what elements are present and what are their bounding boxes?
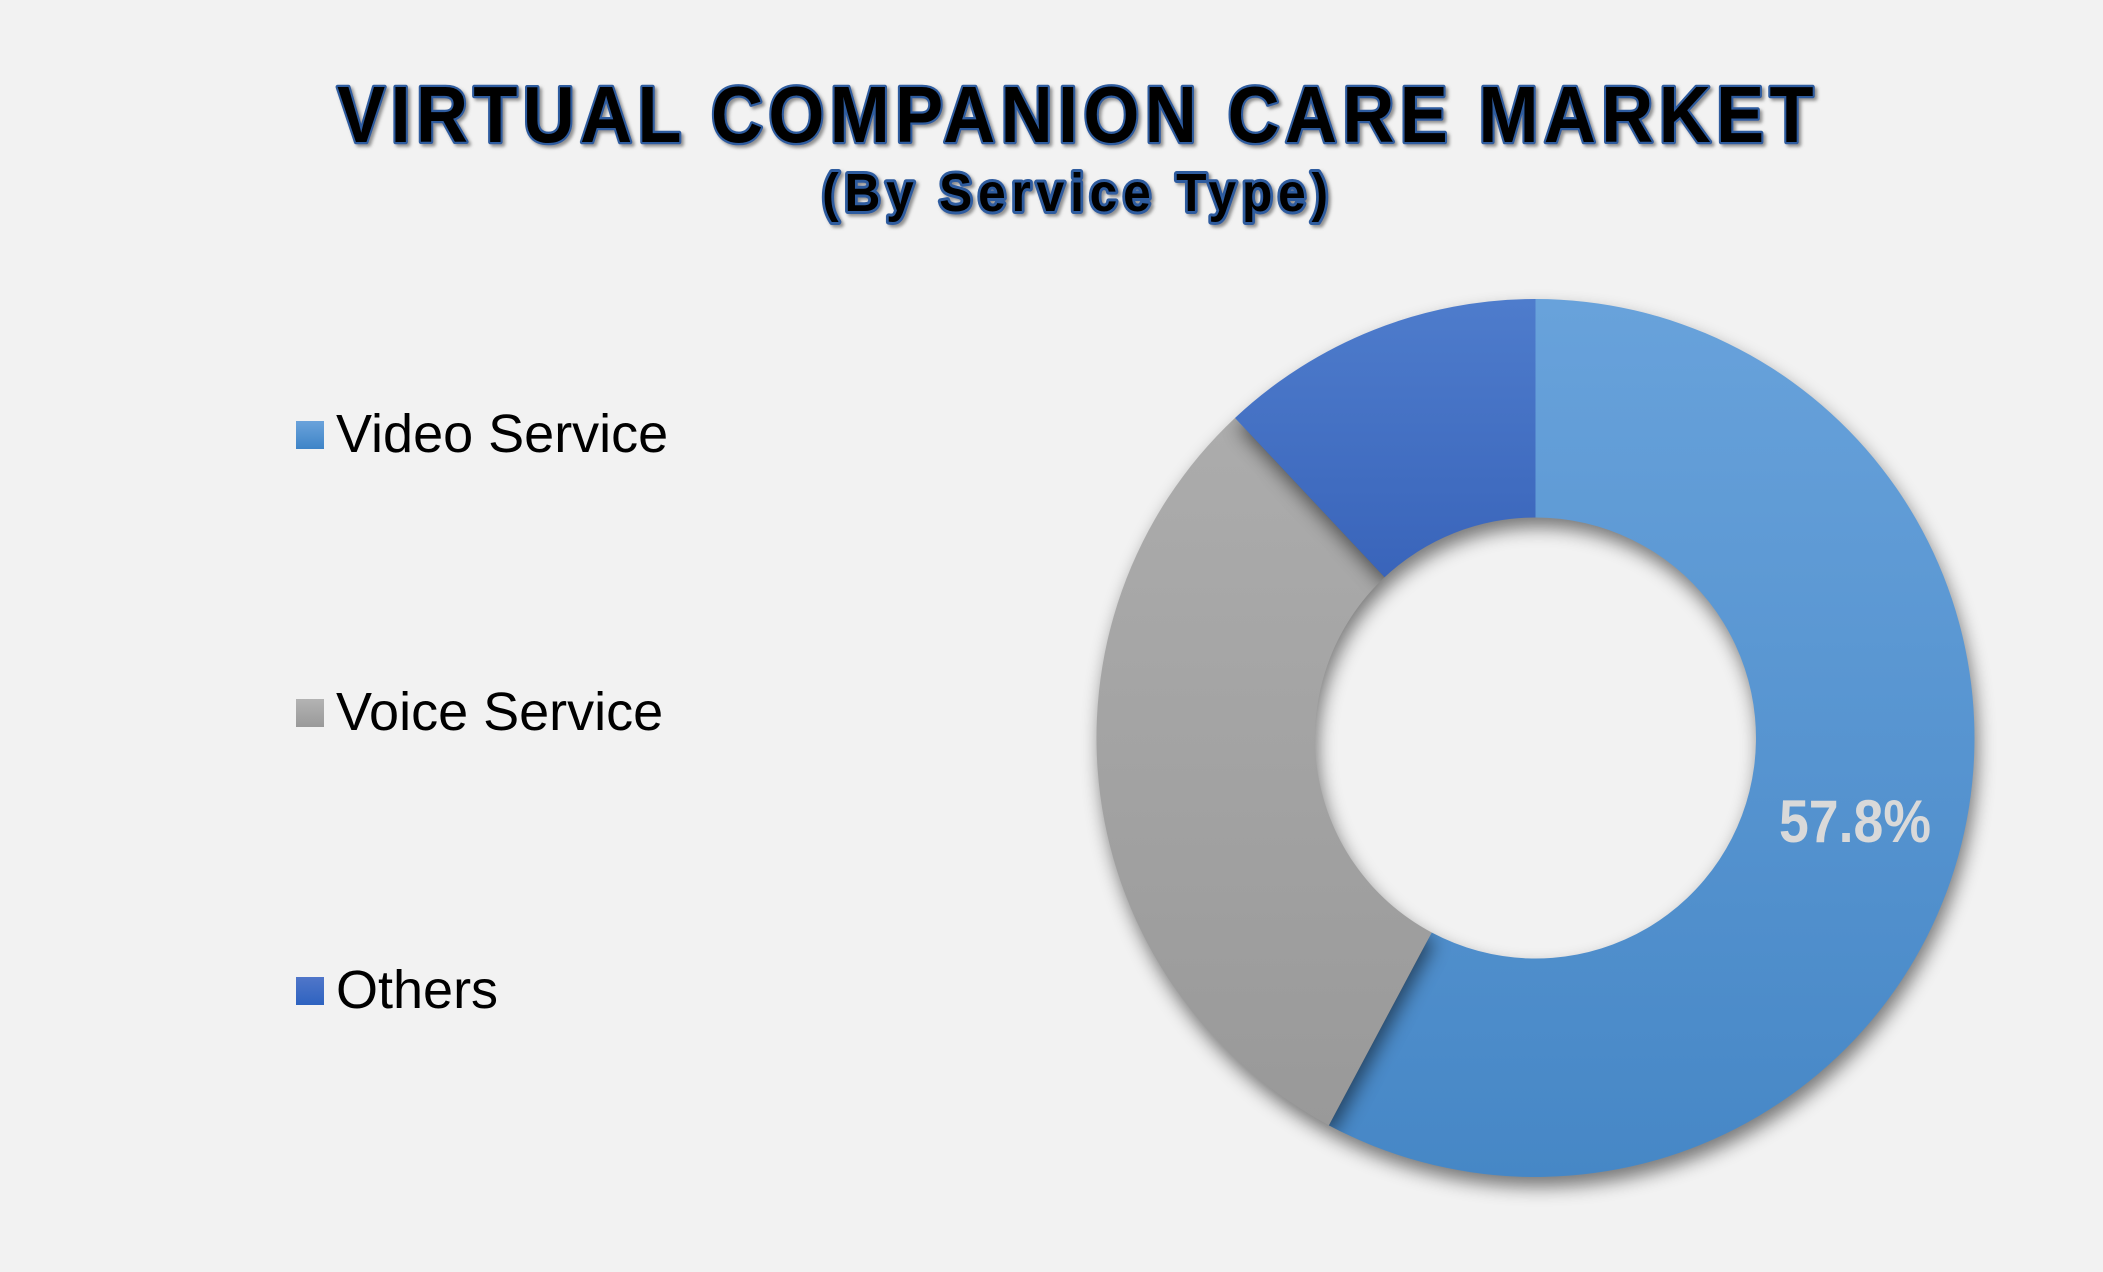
svg-text:VIRTUAL COMPANION CARE MARKET: VIRTUAL COMPANION CARE MARKET [337,71,1819,160]
svg-text:Voice Service: Voice Service [336,682,663,742]
svg-text:57.8%: 57.8% [1779,788,1931,855]
svg-text:Others: Others [336,960,498,1020]
svg-text:(By Service Type): (By Service Type) [822,162,1334,222]
svg-text:Video Service: Video Service [336,404,668,464]
